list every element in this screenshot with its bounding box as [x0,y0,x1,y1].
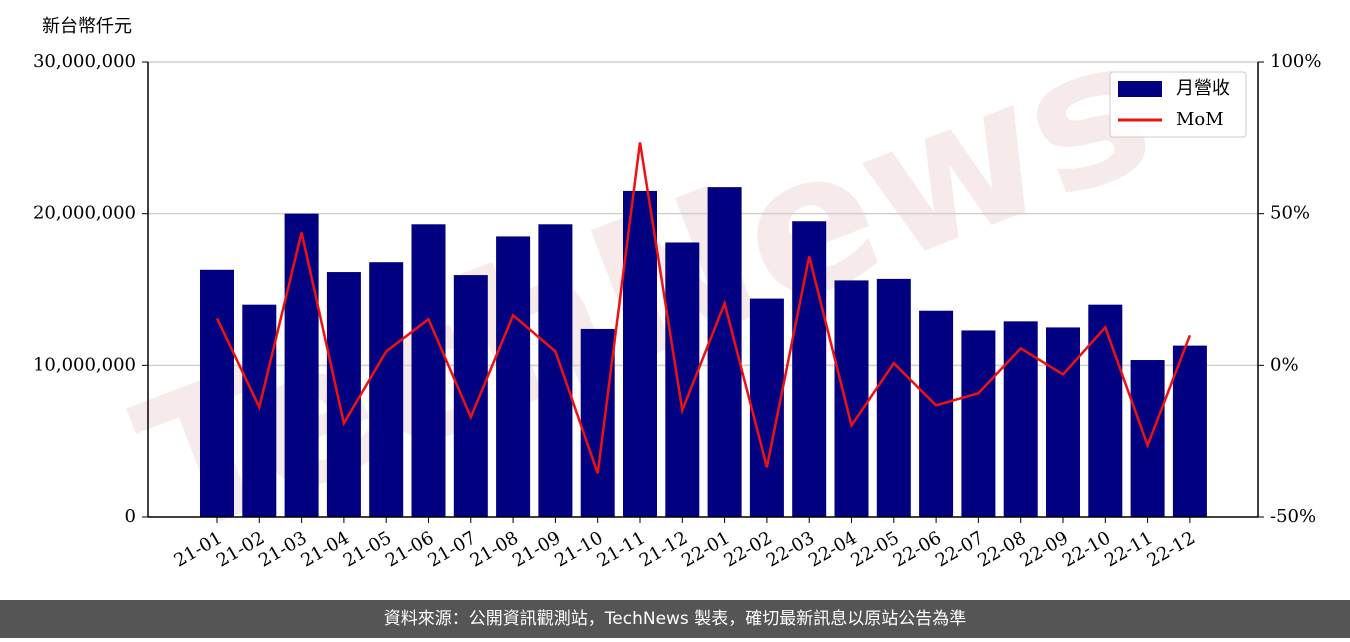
bar [919,310,954,517]
bar [453,275,488,517]
legend-label: MoM [1176,109,1224,130]
bar [326,272,361,517]
legend-label: 月營收 [1176,78,1230,99]
bar [538,224,573,518]
bar [1046,327,1080,517]
y2-tick-label: 100% [1270,51,1321,72]
y-tick-label: 30,000,000 [33,51,136,72]
y2-tick-label: -50% [1270,506,1316,527]
legend-swatch [1118,81,1162,97]
bar [411,224,446,518]
bar [580,328,615,517]
footer-text: 資料來源：公開資訊觀測站，TechNews 製表，確切最新訊息以原站公告為準 [384,609,966,629]
bar [200,269,234,517]
y-tick-label: 20,000,000 [33,203,136,224]
y2-tick-label: 0% [1270,354,1299,375]
y-tick-label: 0 [125,506,136,527]
bar [1130,360,1165,517]
line [215,142,1192,474]
bar [1172,345,1207,517]
bar [1003,321,1038,517]
footer-bar [0,600,1350,638]
bar [792,221,827,517]
bar [961,330,996,517]
bar [369,262,404,517]
y-tick-label: 10,000,000 [33,354,136,375]
bar [496,236,531,517]
bar [623,190,657,517]
bar [1088,304,1123,517]
bar [834,280,869,517]
x-tick-label: 22-12 [1143,527,1198,571]
y2-tick-label: 50% [1270,203,1310,224]
bar [242,304,277,517]
bar [284,213,319,517]
bar [876,278,911,517]
y-axis-label: 新台幣仟元 [42,16,132,37]
